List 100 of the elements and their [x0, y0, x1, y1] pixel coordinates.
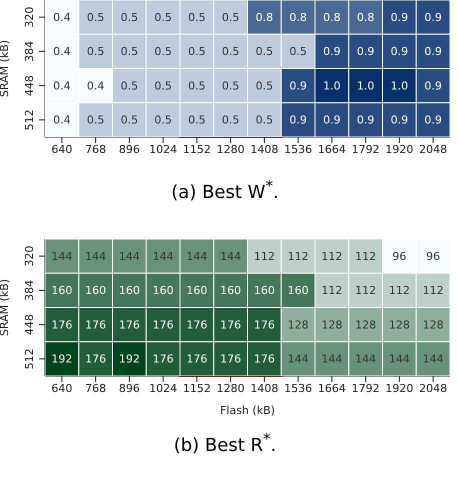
- data-label: 0.5: [154, 45, 172, 58]
- data-label: 0.5: [188, 114, 206, 127]
- data-label: 160: [186, 284, 208, 298]
- data-label: 0.9: [424, 45, 442, 58]
- data-label: 160: [254, 284, 275, 298]
- data-label: 176: [85, 352, 106, 366]
- data-label: 0.8: [323, 10, 341, 24]
- data-label: 0.5: [120, 79, 138, 92]
- data-label: 0.8: [356, 10, 374, 24]
- data-label: 144: [321, 352, 342, 366]
- data-label: 176: [152, 352, 174, 366]
- x-tick-label: 1920: [385, 142, 414, 156]
- data-label: 144: [85, 250, 106, 263]
- x-tick-label: 1408: [250, 142, 278, 156]
- x-tick-label: 1024: [149, 382, 178, 395]
- y-tick-label: 448: [23, 75, 36, 96]
- data-label: 0.9: [390, 45, 408, 58]
- data-label: 112: [355, 284, 376, 298]
- data-label: 0.4: [53, 79, 71, 92]
- x-tick-label: 1408: [250, 382, 278, 395]
- data-label: 0.9: [323, 45, 341, 58]
- data-label: 0.5: [222, 114, 240, 127]
- data-label: 1.0: [390, 79, 408, 92]
- x-tick-label: 640: [51, 142, 72, 156]
- data-label: 0.5: [222, 10, 240, 24]
- data-label: 144: [355, 352, 376, 366]
- data-label: 0.5: [256, 114, 274, 127]
- data-label: 112: [355, 250, 376, 263]
- data-label: 176: [186, 352, 208, 366]
- y-axis-title: SRAM (kB): [0, 278, 11, 336]
- x-tick-label: 896: [118, 382, 140, 395]
- data-label: 112: [321, 284, 342, 298]
- data-label: 0.8: [289, 10, 307, 24]
- data-label: 128: [355, 318, 376, 332]
- x-tick-label: 896: [118, 142, 140, 156]
- x-tick-label: 768: [85, 382, 106, 395]
- data-label: 0.5: [154, 114, 172, 127]
- data-label: 112: [422, 284, 444, 298]
- data-label: 0.5: [256, 45, 274, 58]
- x-axis-title: Flash (kB): [220, 404, 275, 417]
- data-label: 160: [118, 284, 140, 298]
- x-tick-label: 1536: [284, 382, 312, 395]
- data-label: 112: [321, 250, 342, 263]
- y-axis-title: SRAM (kB): [0, 40, 11, 98]
- data-label: 0.9: [356, 45, 374, 58]
- data-label: 0.5: [188, 79, 206, 92]
- data-label: 192: [51, 352, 72, 366]
- y-tick-label: 512: [23, 109, 36, 130]
- data-label: 96: [392, 250, 406, 263]
- data-label: 0.4: [53, 10, 71, 24]
- x-tick-label: 1920: [385, 382, 414, 395]
- x-tick-label: 1280: [216, 382, 245, 395]
- data-label: 112: [388, 284, 410, 298]
- data-label: 0.5: [120, 45, 138, 58]
- data-label: 128: [388, 318, 410, 332]
- y-tick-label: 384: [23, 40, 36, 62]
- data-label: 176: [85, 318, 106, 332]
- data-label: 176: [254, 352, 275, 366]
- x-tick-label: 768: [85, 142, 106, 156]
- text: (a) Best W$^{*}$.: [170, 177, 280, 203]
- data-label: 176: [220, 352, 242, 366]
- data-label: 96: [426, 250, 440, 263]
- text: (b) Best R$^{*}$.: [172, 430, 278, 456]
- data-label: 176: [152, 318, 174, 332]
- data-label: 0.9: [289, 114, 307, 127]
- data-label: 176: [118, 318, 140, 332]
- data-label: 128: [422, 318, 444, 332]
- y-tick-label: 320: [23, 246, 36, 267]
- data-label: 0.4: [53, 45, 71, 58]
- data-label: 0.5: [154, 10, 172, 24]
- data-label: 176: [186, 318, 208, 332]
- data-label: 160: [51, 284, 72, 298]
- data-label: 144: [422, 352, 444, 366]
- data-label: 144: [152, 250, 174, 263]
- data-label: 112: [288, 250, 309, 263]
- x-tick-label: 1792: [352, 142, 380, 156]
- data-label: 112: [254, 250, 275, 263]
- data-label: 0.9: [424, 79, 442, 92]
- data-label: 1.0: [323, 79, 341, 92]
- y-tick-label: 320: [23, 6, 36, 28]
- data-label: 176: [220, 318, 242, 332]
- data-label: 0.4: [53, 114, 71, 127]
- data-label: 144: [186, 250, 208, 263]
- x-tick-label: 1536: [284, 142, 312, 156]
- data-label: 144: [118, 250, 140, 263]
- data-label: 144: [220, 250, 242, 263]
- x-tick-label: 1664: [318, 142, 346, 156]
- x-tick-label: 2048: [419, 142, 448, 156]
- data-label: 0.9: [390, 10, 408, 24]
- data-label: 192: [118, 352, 140, 366]
- data-label: 128: [288, 318, 309, 332]
- data-label: 0.5: [256, 79, 274, 92]
- data-label: 0.5: [154, 79, 172, 92]
- data-label: 1.0: [356, 79, 374, 92]
- data-label: 0.8: [256, 10, 274, 24]
- y-tick-label: 384: [23, 280, 36, 301]
- data-label: 0.9: [424, 114, 442, 127]
- data-label: 0.5: [86, 10, 104, 24]
- data-label: 0.5: [188, 45, 206, 58]
- data-label: 0.5: [222, 79, 240, 92]
